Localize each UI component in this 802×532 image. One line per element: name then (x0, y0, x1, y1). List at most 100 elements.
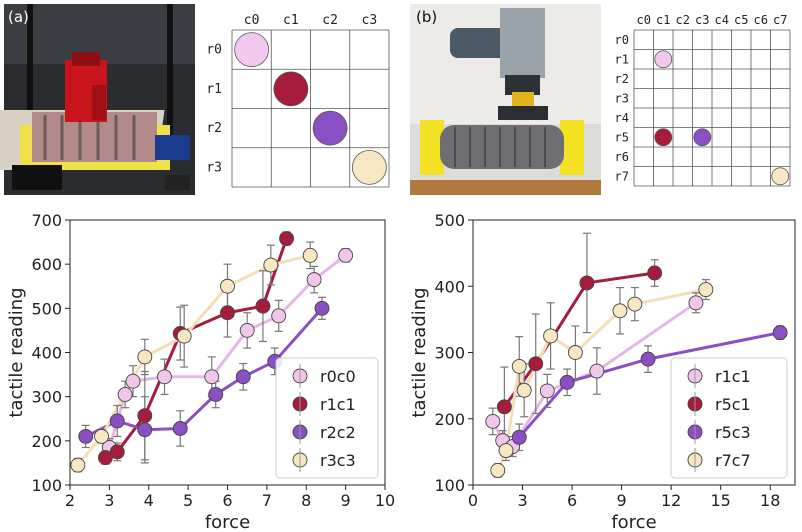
data-point-r7c7 (543, 328, 559, 344)
data-point-r7c7 (511, 358, 527, 374)
y-tick-label: 400 (31, 344, 62, 363)
grid-b: c0 c1 c2 c3 c4 c5 c6 c7 r0 r1 r2 r3 r4 r5 r6 r7 (615, 13, 791, 187)
data-point-r5c3 (559, 374, 575, 390)
data-point-r5c1 (528, 356, 544, 372)
x-tick-label: 12 (661, 491, 681, 510)
x-axis-label: force (205, 512, 250, 532)
grid-marker (654, 50, 673, 69)
legend-label-r2c2: r2c2 (320, 423, 356, 442)
x-tick-label: 4 (144, 491, 154, 510)
x-tick-label: 5 (183, 491, 193, 510)
data-point-r1c1 (485, 413, 501, 429)
chart-b: 0 3 6 9 12 15 18 100 200 300 400 500 force tactile re… (409, 211, 796, 532)
data-point-r2c2 (109, 413, 125, 429)
y-tick-label: 100 (31, 476, 62, 495)
x-tick-label: 0 (468, 491, 478, 510)
data-point-r7c7 (567, 345, 583, 360)
y-tick-label: 300 (31, 388, 62, 407)
legend-label-r5c1: r5c1 (715, 395, 751, 414)
legend-box (275, 357, 379, 479)
plot-area (485, 232, 788, 478)
row-label: r2 (206, 121, 222, 136)
legend-box (670, 357, 788, 479)
row-label: r0 (615, 33, 629, 47)
column-label: c2 (322, 13, 338, 28)
photo-b (410, 4, 601, 195)
data-point-r1c1 (137, 408, 153, 424)
data-point-r2c2 (137, 422, 153, 438)
panel-a-label: (a) (8, 8, 29, 26)
photo-a (0, 4, 195, 195)
column-label: c1 (656, 13, 670, 27)
legend-label-r0c0: r0c0 (320, 367, 356, 386)
grid-marker (654, 128, 673, 147)
data-point-r0c0 (117, 387, 133, 402)
x-tick-label: 18 (760, 491, 780, 510)
grid-marker (351, 149, 387, 185)
legend-label-r1c1: r1c1 (320, 395, 356, 414)
row-label: r3 (615, 91, 629, 105)
column-label: c3 (695, 13, 709, 27)
data-point-r2c2 (235, 369, 251, 385)
data-point-r5c1 (496, 399, 512, 415)
data-point-r3c3 (94, 428, 109, 444)
column-label: c0 (244, 13, 260, 28)
data-point-r5c1 (579, 275, 595, 291)
row-label: r4 (615, 111, 629, 125)
grid-marker (234, 32, 270, 68)
column-label: c4 (715, 13, 729, 27)
data-point-r2c2 (314, 300, 330, 316)
row-label: r0 (206, 43, 222, 58)
data-point-r5c3 (772, 325, 788, 341)
data-point-r2c2 (78, 428, 94, 444)
x-tick-label: 15 (711, 491, 731, 510)
data-point-r0c0 (271, 308, 287, 324)
data-point-r5c1 (647, 265, 663, 281)
y-axis-label: tactile reading (6, 287, 27, 417)
data-point-r0c0 (204, 369, 220, 385)
x-tick-label: 2 (65, 491, 75, 510)
legend-label-r1c1: r1c1 (715, 367, 751, 386)
legend-label-r3c3: r3c3 (320, 451, 356, 470)
row-label: r1 (615, 52, 629, 66)
x-tick-label: 9 (341, 491, 351, 510)
y-tick-label: 200 (434, 410, 465, 429)
x-tick-label: 3 (104, 491, 114, 510)
data-point-r5c3 (640, 351, 656, 367)
data-point-r1c1 (97, 450, 113, 466)
panel-b-label: (b) (416, 8, 437, 26)
x-tick-label: 6 (567, 491, 577, 510)
data-point-r7c7 (490, 462, 506, 478)
data-point-r3c3 (263, 257, 279, 273)
y-tick-label: 100 (434, 476, 465, 495)
y-tick-label: 300 (434, 344, 465, 363)
column-label: c2 (676, 13, 690, 27)
data-point-r0c0 (338, 247, 354, 263)
data-point-r1c1 (539, 383, 555, 399)
data-point-r3c3 (70, 457, 86, 473)
chart-a: 2 3 4 5 6 7 8 9 10 100 200 300 400 500 600 700 force tact… (6, 211, 395, 532)
data-point-r7c7 (498, 443, 514, 458)
data-point-r7c7 (698, 282, 714, 298)
data-point-r0c0 (125, 373, 141, 389)
column-label: c6 (754, 13, 768, 27)
legend-label-r7c7: r7c7 (715, 451, 751, 470)
column-label: c1 (283, 13, 299, 28)
grid-marker (693, 128, 712, 147)
grid-marker (312, 110, 348, 146)
y-tick-label: 400 (434, 277, 465, 296)
data-point-r1c1 (255, 298, 271, 314)
data-point-r5c3 (511, 429, 527, 445)
data-point-r3c3 (220, 278, 235, 294)
row-label: r6 (615, 150, 629, 164)
row-label: r1 (206, 82, 222, 97)
x-tick-label: 10 (375, 491, 395, 510)
column-label: c0 (637, 13, 651, 27)
column-label: c5 (734, 13, 748, 27)
data-point-r0c0 (157, 369, 172, 385)
x-tick-label: 6 (222, 491, 232, 510)
grid-marker (771, 167, 790, 186)
data-point-r7c7 (627, 296, 643, 312)
data-point-r1c1 (279, 231, 295, 247)
